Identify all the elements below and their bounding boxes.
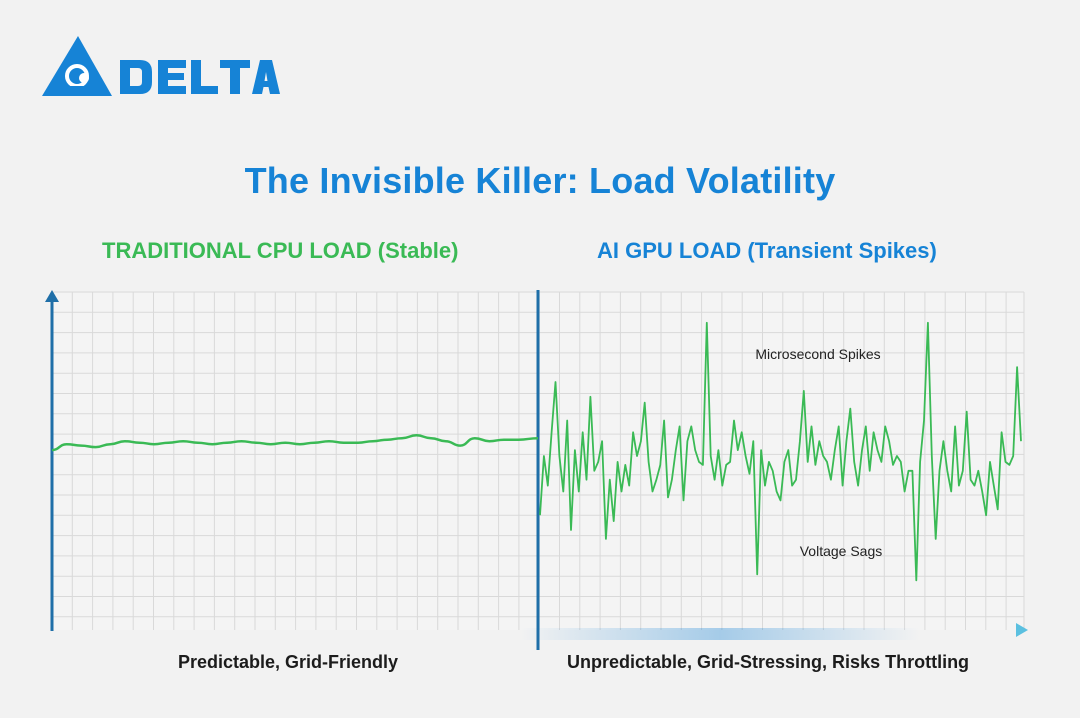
cpu-caption: Predictable, Grid-Friendly	[178, 652, 399, 672]
page-title: The Invisible Killer: Load Volatility	[244, 160, 836, 201]
gpu-load-line	[539, 321, 1022, 582]
cpu-chart-title: TRADITIONAL CPU LOAD (Stable)	[102, 238, 459, 263]
gpu-caption: Unpredictable, Grid-Stressing, Risks Thr…	[567, 652, 970, 672]
y-axis-arrow	[45, 290, 59, 302]
cpu-load-line	[51, 434, 539, 452]
voltage-sags-label: Voltage Sags	[800, 543, 883, 559]
x-axis-arrow	[1016, 623, 1028, 637]
microsecond-spikes-label: Microsecond Spikes	[755, 346, 880, 362]
gpu-chart-title: AI GPU LOAD (Transient Spikes)	[597, 238, 937, 263]
delta-logo	[40, 34, 280, 98]
